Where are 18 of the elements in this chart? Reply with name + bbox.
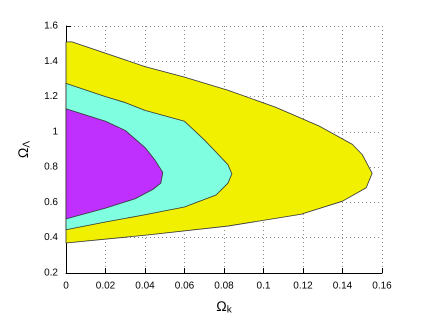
y-tick-label: 0.8 <box>44 162 58 173</box>
x-tick-label: 0.16 <box>372 280 392 292</box>
y-tick-label: 1.4 <box>44 56 58 67</box>
y-tick-label: 0.6 <box>44 196 58 208</box>
y-tick-label: 1 <box>52 126 58 138</box>
x-tick-label: 0.06 <box>174 280 195 292</box>
x-tick-label: 0.02 <box>96 280 116 292</box>
y-axis-title: ΩΛ <box>15 140 32 158</box>
x-tick-label: 0.1 <box>256 280 271 292</box>
x-tick-label: 0.12 <box>293 280 314 292</box>
x-tick-label: 0 <box>63 280 70 292</box>
y-tick-label: 0.4 <box>44 232 58 244</box>
y-tick-label: 1.2 <box>44 91 58 102</box>
y-tick-label: 1.6 <box>44 20 58 32</box>
x-tick-label: 0.14 <box>332 280 353 292</box>
x-tick-label: 0.08 <box>214 280 234 292</box>
y-tick-label: 0.2 <box>44 268 58 278</box>
x-tick-label: 0.04 <box>135 280 156 292</box>
